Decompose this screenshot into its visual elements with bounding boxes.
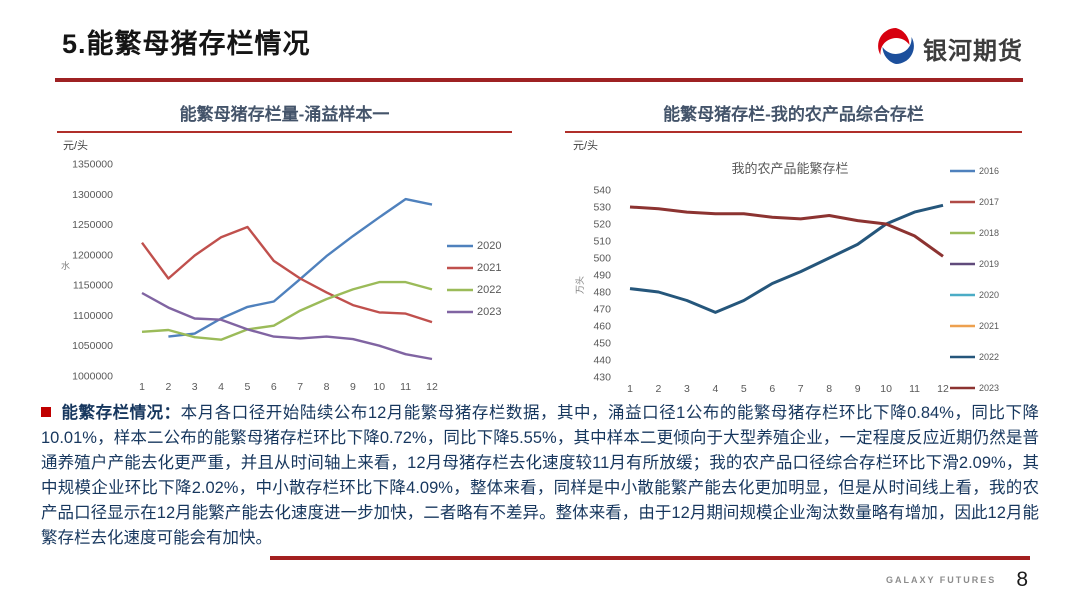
page-number: 8 [1016, 568, 1028, 591]
legend-label-2021: 2021 [477, 262, 501, 274]
y-tick-label: 460 [593, 321, 611, 333]
series-line-2022 [629, 203, 944, 314]
legend-label-2016: 2016 [979, 166, 999, 176]
y-tick-label: 540 [593, 185, 611, 197]
chart-panel-right: 能繁母猪存栏-我的农产品综合存栏 元/头 我的农产品能繁存栏 万头 540 530 520… [565, 100, 1022, 405]
header-divider [55, 78, 1023, 82]
series-line-2022 [141, 280, 433, 341]
footer: GALAXY FUTURES 8 [886, 568, 1028, 592]
x-tick-label: 12 [937, 383, 949, 395]
legend-label-2021: 2021 [979, 321, 999, 331]
left-line-chart: 元/头水 1350000 1300000 1250000 1200000 1150000 1… [61, 139, 501, 393]
x-tick-label: 7 [798, 383, 804, 395]
page-title: 5.能繁母猪存栏情况 [62, 29, 311, 59]
chart-inner-title: 我的农产品能繁存栏 [731, 161, 848, 176]
x-tick-label: 3 [684, 383, 690, 395]
chart-panel-left: 能繁母猪存栏量-涌益样本一 元/头水 1350000 1300000 1250000 1… [57, 100, 512, 401]
legend-label-2023: 2023 [979, 383, 999, 393]
commentary-lead: 能繁存栏情况： [61, 404, 181, 422]
y-tick-label: 440 [593, 355, 611, 367]
y-tick-label: 510 [593, 236, 611, 248]
legend-label-2020: 2020 [979, 290, 999, 300]
company-name: 银河期货 [923, 38, 1023, 65]
legend-label-2020: 2020 [477, 240, 501, 252]
legend-label-2022: 2022 [477, 284, 501, 296]
y-axis-unit-label: 元/头 [63, 139, 88, 152]
commentary-paragraph: 能繁存栏情况：本月各口径开始陆续公布12月能繁母猪存栏数据，其中，涌益口径1公布… [41, 401, 1039, 551]
y-tick-label: 530 [593, 202, 611, 214]
y-axis-side-label: 万头 [575, 276, 585, 294]
x-tick-label: 1 [627, 383, 633, 395]
x-tick-label: 1 [139, 381, 145, 393]
series-line-2023 [629, 205, 944, 258]
company-logo: 银河期货 [876, 26, 1023, 71]
x-tick-label: 11 [400, 381, 411, 393]
galaxy-swirl-icon [876, 26, 916, 71]
right-line-chart: 元/头我的农产品能繁存栏万头54053052051050049048047046… [573, 139, 999, 395]
x-tick-label: 10 [880, 383, 892, 395]
y-tick-label: 490 [593, 270, 611, 282]
left-chart-title: 能繁母猪存栏量-涌益样本一 [57, 100, 512, 133]
x-tick-label: 2 [656, 383, 662, 395]
y-tick-label: 1000000 [72, 371, 113, 383]
y-tick-label: 1050000 [72, 340, 113, 352]
x-tick-label: 11 [909, 383, 920, 395]
x-tick-label: 4 [218, 381, 224, 393]
series-line-2021 [141, 225, 433, 324]
x-tick-label: 2 [165, 381, 171, 393]
x-tick-label: 8 [324, 381, 330, 393]
footer-divider [270, 556, 1030, 560]
y-axis-unit-label: 元/头 [573, 139, 598, 152]
y-tick-label: 450 [593, 338, 611, 350]
commentary-body: 本月各口径开始陆续公布12月能繁母猪存栏数据，其中，涌益口径1公布的能繁母猪存栏… [41, 404, 1039, 547]
legend-label-2022: 2022 [979, 352, 999, 362]
y-tick-label: 520 [593, 219, 611, 231]
x-tick-label: 10 [373, 381, 385, 393]
legend-label-2018: 2018 [979, 228, 999, 238]
bullet-square-icon [41, 407, 51, 417]
y-tick-label: 430 [593, 372, 611, 384]
y-axis-side-label: 水 [61, 260, 70, 271]
x-tick-label: 5 [741, 383, 747, 395]
y-tick-label: 1350000 [72, 159, 113, 171]
y-tick-label: 1100000 [73, 310, 113, 322]
y-tick-label: 500 [593, 253, 611, 265]
y-tick-label: 480 [593, 287, 611, 299]
x-tick-label: 6 [769, 383, 775, 395]
legend-label-2019: 2019 [979, 259, 999, 269]
x-tick-label: 5 [245, 381, 251, 393]
y-tick-label: 1150000 [73, 280, 113, 292]
x-tick-label: 12 [426, 381, 438, 393]
x-tick-label: 7 [297, 381, 303, 393]
y-tick-label: 470 [593, 304, 611, 316]
x-tick-label: 3 [192, 381, 198, 393]
right-chart-title: 能繁母猪存栏-我的农产品综合存栏 [565, 100, 1022, 133]
x-tick-label: 8 [826, 383, 832, 395]
legend-label-2023: 2023 [477, 306, 501, 318]
x-tick-label: 4 [712, 383, 718, 395]
series-line-2020 [168, 197, 433, 338]
x-tick-label: 6 [271, 381, 277, 393]
series-line-2023 [141, 291, 433, 361]
x-tick-label: 9 [855, 383, 861, 395]
y-tick-label: 1200000 [72, 249, 113, 261]
y-tick-label: 1250000 [72, 219, 113, 231]
legend-label-2017: 2017 [979, 197, 999, 207]
footer-brand: GALAXY FUTURES [885, 575, 997, 585]
x-tick-label: 9 [350, 381, 356, 393]
y-tick-label: 1300000 [72, 189, 113, 201]
